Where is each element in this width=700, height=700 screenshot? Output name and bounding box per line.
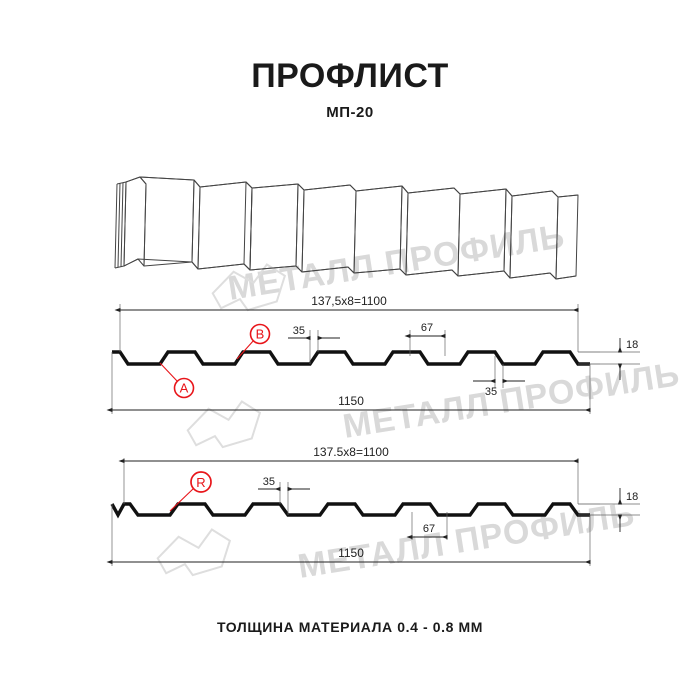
- profile-waveform-bottom: [110, 502, 590, 519]
- dim-label-bottom-67: 67: [423, 523, 435, 535]
- watermark-logo: [211, 263, 287, 312]
- marker-r-leader: [169, 487, 195, 512]
- dim-label-top-35-lower: 35: [485, 386, 497, 398]
- dim-label-top-1150: 1150: [338, 394, 364, 408]
- marker-r: R: [169, 471, 212, 512]
- dim-label-top-1100: 137,5x8=1100: [311, 294, 387, 308]
- marker-a-label: A: [180, 381, 189, 396]
- dim-label-bottom-1150: 1150: [338, 546, 364, 560]
- profile-waveform-top: [112, 350, 590, 366]
- cross-section-top: 137,5x8=1100 1150 35 67: [106, 294, 640, 414]
- dim-label-top-18: 18: [626, 339, 638, 351]
- marker-b: B: [236, 323, 271, 360]
- dim-label-bottom-35: 35: [263, 476, 275, 488]
- dim-label-bottom-1100: 137.5x8=1100: [313, 445, 389, 459]
- marker-b-leader: [236, 339, 255, 360]
- marker-a-leader: [159, 362, 179, 383]
- marker-b-circle: [249, 323, 271, 345]
- marker-a-circle: [173, 377, 195, 399]
- dim-label-top-35-upper: 35: [293, 325, 305, 337]
- watermark-logo-2: [186, 400, 262, 449]
- marker-r-circle: [190, 471, 212, 493]
- marker-r-label: R: [196, 475, 205, 490]
- page-subtitle: МП-20: [326, 104, 374, 121]
- marker-a: A: [159, 362, 195, 399]
- dim-label-bottom-18: 18: [626, 491, 638, 503]
- cross-section-bottom: 137.5x8=1100 1150 35 67: [106, 445, 640, 566]
- marker-b-label: B: [256, 327, 265, 342]
- watermark-logo-3: [156, 528, 232, 577]
- material-thickness-note: ТОЛЩИНА МАТЕРИАЛА 0.4 - 0.8 ММ: [216, 619, 484, 635]
- perspective-profile-sheet: [114, 176, 579, 280]
- dim-label-top-67: 67: [421, 322, 433, 334]
- page-title: ПРОФЛИСТ: [251, 57, 449, 95]
